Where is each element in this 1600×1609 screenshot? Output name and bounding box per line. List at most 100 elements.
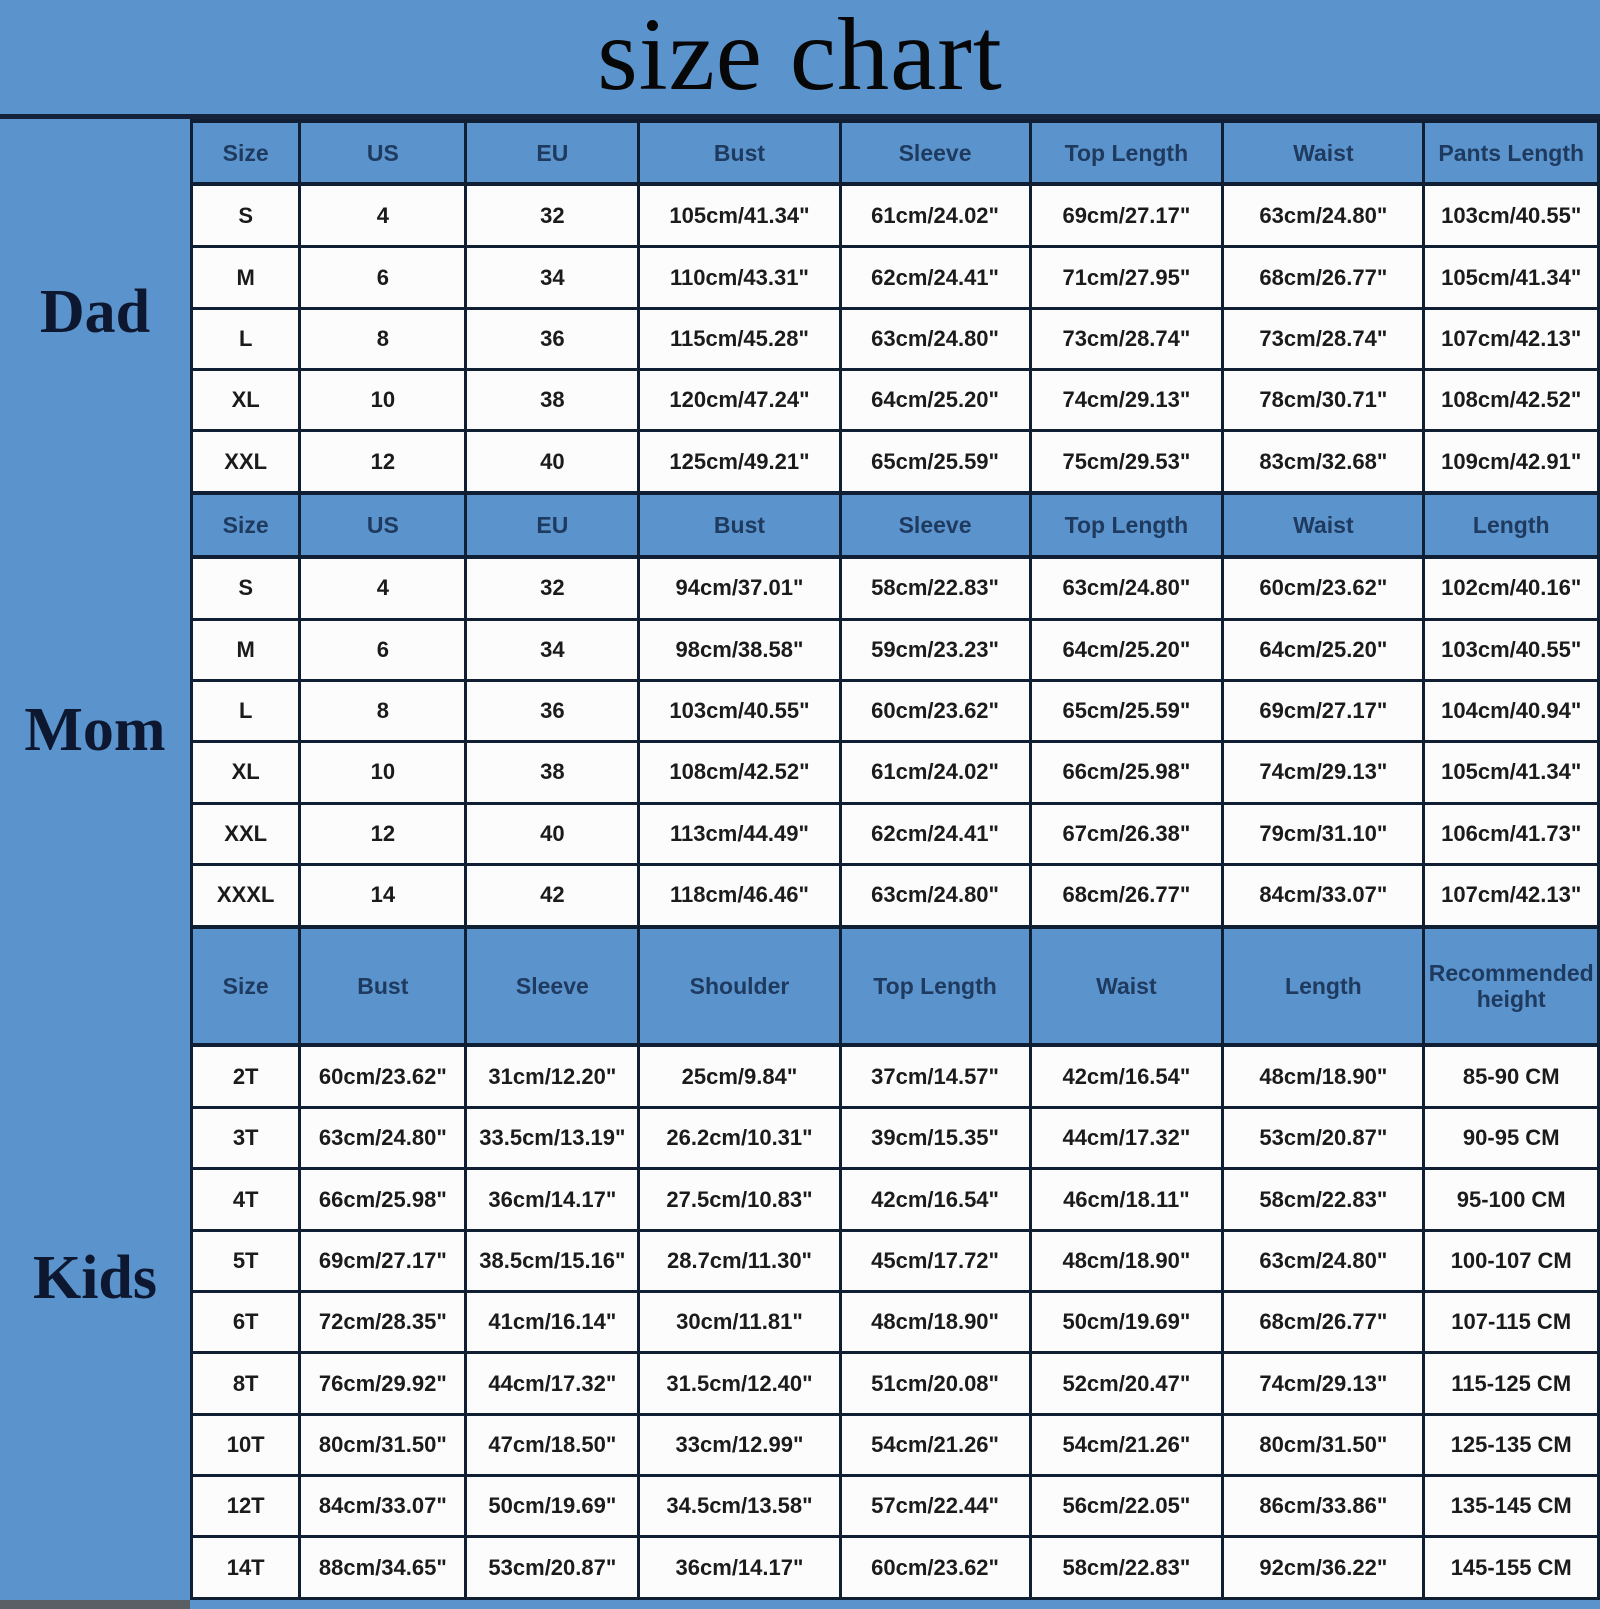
size-cell: 3T — [189, 1106, 302, 1171]
measurement-cell: 69cm/27.17" — [298, 1228, 468, 1294]
measurement-cell: 44cm/17.32" — [1028, 1106, 1225, 1171]
measurement-cell: 74cm/29.13" — [1028, 367, 1225, 433]
measurement-cell: 36 — [464, 306, 641, 372]
measurement-cell: 98cm/38.58" — [637, 617, 842, 682]
measurement-cell: 39cm/15.35" — [838, 1106, 1032, 1171]
measurement-cell: 31cm/12.20" — [464, 1043, 641, 1110]
size-cell: 14T — [189, 1535, 302, 1600]
size-cell: M — [189, 245, 302, 310]
table-row: XL 10 38 108cm/42.52" 61cm/24.02" 66cm/25.98"… — [189, 740, 1600, 805]
measurement-cell: 58cm/22.83" — [1028, 1535, 1225, 1600]
measurement-cell: 106cm/41.73" — [1422, 801, 1600, 866]
measurement-cell: 84cm/33.07" — [1221, 862, 1426, 929]
measurement-cell: 73cm/28.74" — [1221, 306, 1426, 372]
header-cell: Top Length — [838, 924, 1032, 1048]
measurement-cell: 54cm/21.26" — [838, 1412, 1032, 1478]
measurement-cell: 53cm/20.87" — [1221, 1106, 1426, 1171]
measurement-cell: 125cm/49.21" — [637, 429, 842, 495]
measurement-cell: 103cm/40.55" — [1422, 617, 1600, 682]
size-cell: L — [189, 306, 302, 372]
measurement-cell: 118cm/46.46" — [637, 862, 842, 929]
size-chart-table: Size US EU Bust Sleeve Top Length Waist Pants L… — [189, 118, 1600, 1600]
measurement-cell: 48cm/18.90" — [1221, 1043, 1426, 1110]
measurement-cell: 32 — [464, 555, 641, 621]
measurement-cell: 64cm/25.20" — [838, 367, 1032, 433]
table-row: 10T 80cm/31.50" 47cm/18.50" 33cm/12.99" 54cm… — [189, 1412, 1600, 1478]
measurement-cell: 40 — [464, 801, 641, 866]
measurement-cell: 64cm/25.20" — [1221, 617, 1426, 682]
size-cell: M — [189, 617, 302, 682]
measurement-cell: 100-107 CM — [1422, 1228, 1600, 1294]
measurement-cell: 105cm/41.34" — [1422, 245, 1600, 310]
header-cell: EU — [464, 118, 641, 187]
measurement-cell: 102cm/40.16" — [1422, 555, 1600, 621]
table-row: XXXL 14 42 118cm/46.46" 63cm/24.80" 68cm/26.7… — [189, 862, 1600, 929]
size-chart-content: Dad Mom Kids Size US EU Bust Sleeve Top Lengt… — [0, 118, 1600, 1609]
measurement-cell: 33cm/12.99" — [637, 1412, 842, 1478]
measurement-cell: 41cm/16.14" — [464, 1290, 641, 1355]
measurement-cell: 105cm/41.34" — [1422, 740, 1600, 805]
measurement-cell: 27.5cm/10.83" — [637, 1167, 842, 1232]
measurement-cell: 52cm/20.47" — [1028, 1351, 1225, 1416]
table-row: 4T 66cm/25.98" 36cm/14.17" 27.5cm/10.83" 42c… — [189, 1167, 1600, 1232]
measurement-cell: 63cm/24.80" — [838, 862, 1032, 929]
table-row: 6T 72cm/28.35" 41cm/16.14" 30cm/11.81" 48cm/… — [189, 1290, 1600, 1355]
table-row: 12T 84cm/33.07" 50cm/19.69" 34.5cm/13.58" 57… — [189, 1474, 1600, 1539]
measurement-cell: 26.2cm/10.31" — [637, 1106, 842, 1171]
size-cell: 5T — [189, 1228, 302, 1294]
table-row: 3T 63cm/24.80" 33.5cm/13.19" 26.2cm/10.31" 3… — [189, 1106, 1600, 1171]
header-cell: Size — [189, 924, 302, 1048]
measurement-cell: 95-100 CM — [1422, 1167, 1600, 1232]
measurement-cell: 30cm/11.81" — [637, 1290, 842, 1355]
measurement-cell: 107-115 CM — [1422, 1290, 1600, 1355]
measurement-cell: 59cm/23.23" — [838, 617, 1032, 682]
measurement-cell: 69cm/27.17" — [1028, 182, 1225, 249]
size-cell: 10T — [189, 1412, 302, 1478]
measurement-cell: 115-125 CM — [1422, 1351, 1600, 1416]
header-cell: Top Length — [1028, 491, 1225, 559]
measurement-cell: 31.5cm/12.40" — [637, 1351, 842, 1416]
table-row: 2T 60cm/23.62" 31cm/12.20" 25cm/9.84" 37cm/1… — [189, 1043, 1600, 1110]
size-cell: S — [189, 182, 302, 249]
measurement-cell: 68cm/26.77" — [1028, 862, 1225, 929]
measurement-cell: 38 — [464, 740, 641, 805]
measurement-cell: 75cm/29.53" — [1028, 429, 1225, 495]
measurement-cell: 10 — [298, 367, 468, 433]
size-cell: 12T — [189, 1474, 302, 1539]
measurement-cell: 34 — [464, 245, 641, 310]
header-cell: US — [298, 118, 468, 187]
measurement-cell: 34.5cm/13.58" — [637, 1474, 842, 1539]
measurement-cell: 8 — [298, 678, 468, 744]
measurement-cell: 67cm/26.38" — [1028, 801, 1225, 866]
measurement-cell: 63cm/24.80" — [1221, 1228, 1426, 1294]
header-cell: Top Length — [1028, 118, 1225, 187]
measurement-cell: 73cm/28.74" — [1028, 306, 1225, 372]
measurement-cell: 4 — [298, 555, 468, 621]
measurement-cell: 60cm/23.62" — [1221, 555, 1426, 621]
measurement-cell: 58cm/22.83" — [1221, 1167, 1426, 1232]
section-label-mom: Mom — [24, 696, 166, 765]
table-row: 5T 69cm/27.17" 38.5cm/15.16" 28.7cm/11.30" 4… — [189, 1228, 1600, 1294]
measurement-cell: 68cm/26.77" — [1221, 1290, 1426, 1355]
measurement-cell: 94cm/37.01" — [637, 555, 842, 621]
measurement-cell: 110cm/43.31" — [637, 245, 842, 310]
measurement-cell: 33.5cm/13.19" — [464, 1106, 641, 1171]
measurement-cell: 36cm/14.17" — [464, 1167, 641, 1232]
measurement-cell: 76cm/29.92" — [298, 1351, 468, 1416]
size-cell: 4T — [189, 1167, 302, 1232]
size-cell: 6T — [189, 1290, 302, 1355]
measurement-cell: 90-95 CM — [1422, 1106, 1600, 1171]
title-bar: size chart — [0, 0, 1600, 119]
table-row: XXL 12 40 113cm/44.49" 62cm/24.41" 67cm/26.38… — [189, 801, 1600, 866]
measurement-cell: 6 — [298, 245, 468, 310]
measurement-cell: 107cm/42.13" — [1422, 306, 1600, 372]
table-row: 8T 76cm/29.92" 44cm/17.32" 31.5cm/12.40" 51c… — [189, 1351, 1600, 1416]
page-title: size chart — [597, 0, 1003, 112]
header-cell: Length — [1221, 924, 1426, 1048]
measurement-cell: 135-145 CM — [1422, 1474, 1600, 1539]
measurement-cell: 105cm/41.34" — [637, 182, 842, 249]
header-cell: Bust — [298, 924, 468, 1048]
measurement-cell: 61cm/24.02" — [838, 740, 1032, 805]
header-cell: Waist — [1028, 924, 1225, 1048]
measurement-cell: 46cm/18.11" — [1028, 1167, 1225, 1232]
